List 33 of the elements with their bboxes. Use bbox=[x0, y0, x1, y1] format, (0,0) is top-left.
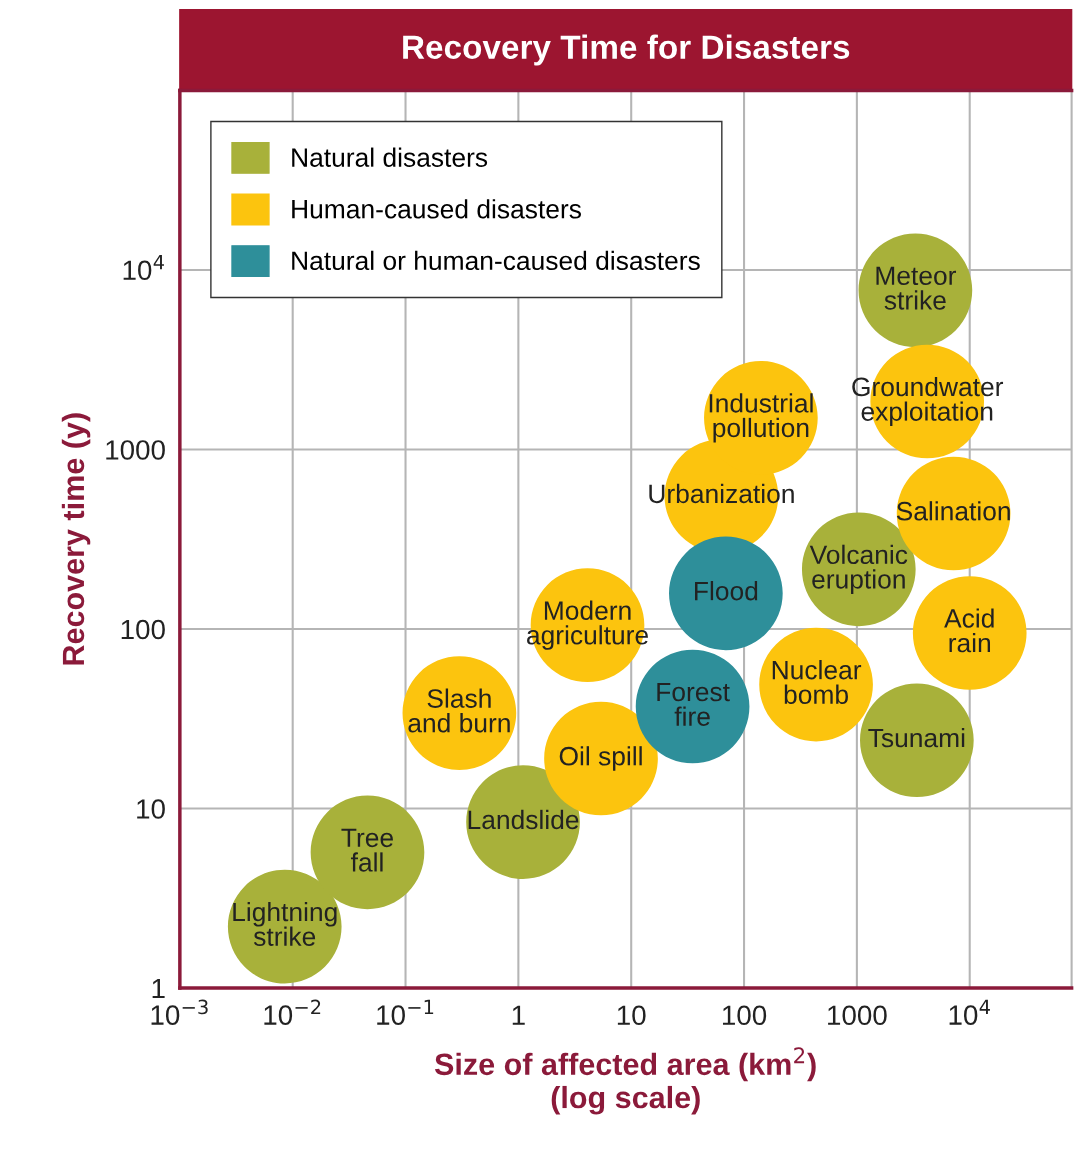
annotation: Flood bbox=[695, 581, 758, 601]
annotation: Slash and burn bbox=[408, 688, 510, 733]
annotation: Meteor strike bbox=[876, 266, 957, 310]
annotation: Lightning strike bbox=[233, 901, 337, 946]
legend-label: Human-caused disasters bbox=[292, 199, 581, 219]
legend-label: Natural or human-caused disasters bbox=[292, 250, 700, 271]
annotation: Industrial pollution bbox=[709, 393, 813, 443]
y-tick-label: 10$^{4}$ bbox=[123, 255, 164, 281]
x-tick-label: 1 bbox=[512, 1005, 525, 1025]
annotation: Tsunami bbox=[868, 727, 965, 748]
y-tick-label: 100 bbox=[121, 619, 165, 640]
annotation: Tree fall bbox=[341, 828, 393, 872]
y-tick-label: 1 bbox=[152, 979, 165, 999]
y-tick-label: 10 bbox=[137, 799, 165, 819]
x-tick-label: 10 bbox=[617, 1005, 646, 1026]
text: Size of affected area (km$^{2}$) (log scale) bbox=[434, 1047, 816, 1115]
annotation: Landslide bbox=[468, 809, 579, 830]
chart-title: Recovery Time for Disasters bbox=[403, 34, 850, 66]
x-tick-label: 100 bbox=[722, 1005, 767, 1026]
x-tick-label: 10$^{−2}$ bbox=[264, 999, 321, 1025]
x-tick-label: 10$^{−1}$ bbox=[377, 999, 434, 1025]
x-tick-label: 10$^{−3}$ bbox=[151, 999, 208, 1025]
annotation: Oil spill bbox=[559, 746, 642, 771]
annotation: Forest fire bbox=[657, 682, 730, 726]
y-axis-title: Recovery time (y) bbox=[61, 413, 91, 665]
annotation: Salination bbox=[896, 501, 1010, 521]
annotation: Acid rain bbox=[944, 608, 994, 653]
y-tick-label: 1000 bbox=[106, 440, 165, 460]
x-tick-label: 10$^{4}$ bbox=[949, 999, 990, 1025]
x-tick-label: 1000 bbox=[828, 1005, 887, 1026]
legend-label: Natural disasters bbox=[292, 147, 488, 167]
annotation: Volcanic eruption bbox=[809, 544, 908, 594]
annotation: Nuclear bomb bbox=[772, 660, 862, 704]
